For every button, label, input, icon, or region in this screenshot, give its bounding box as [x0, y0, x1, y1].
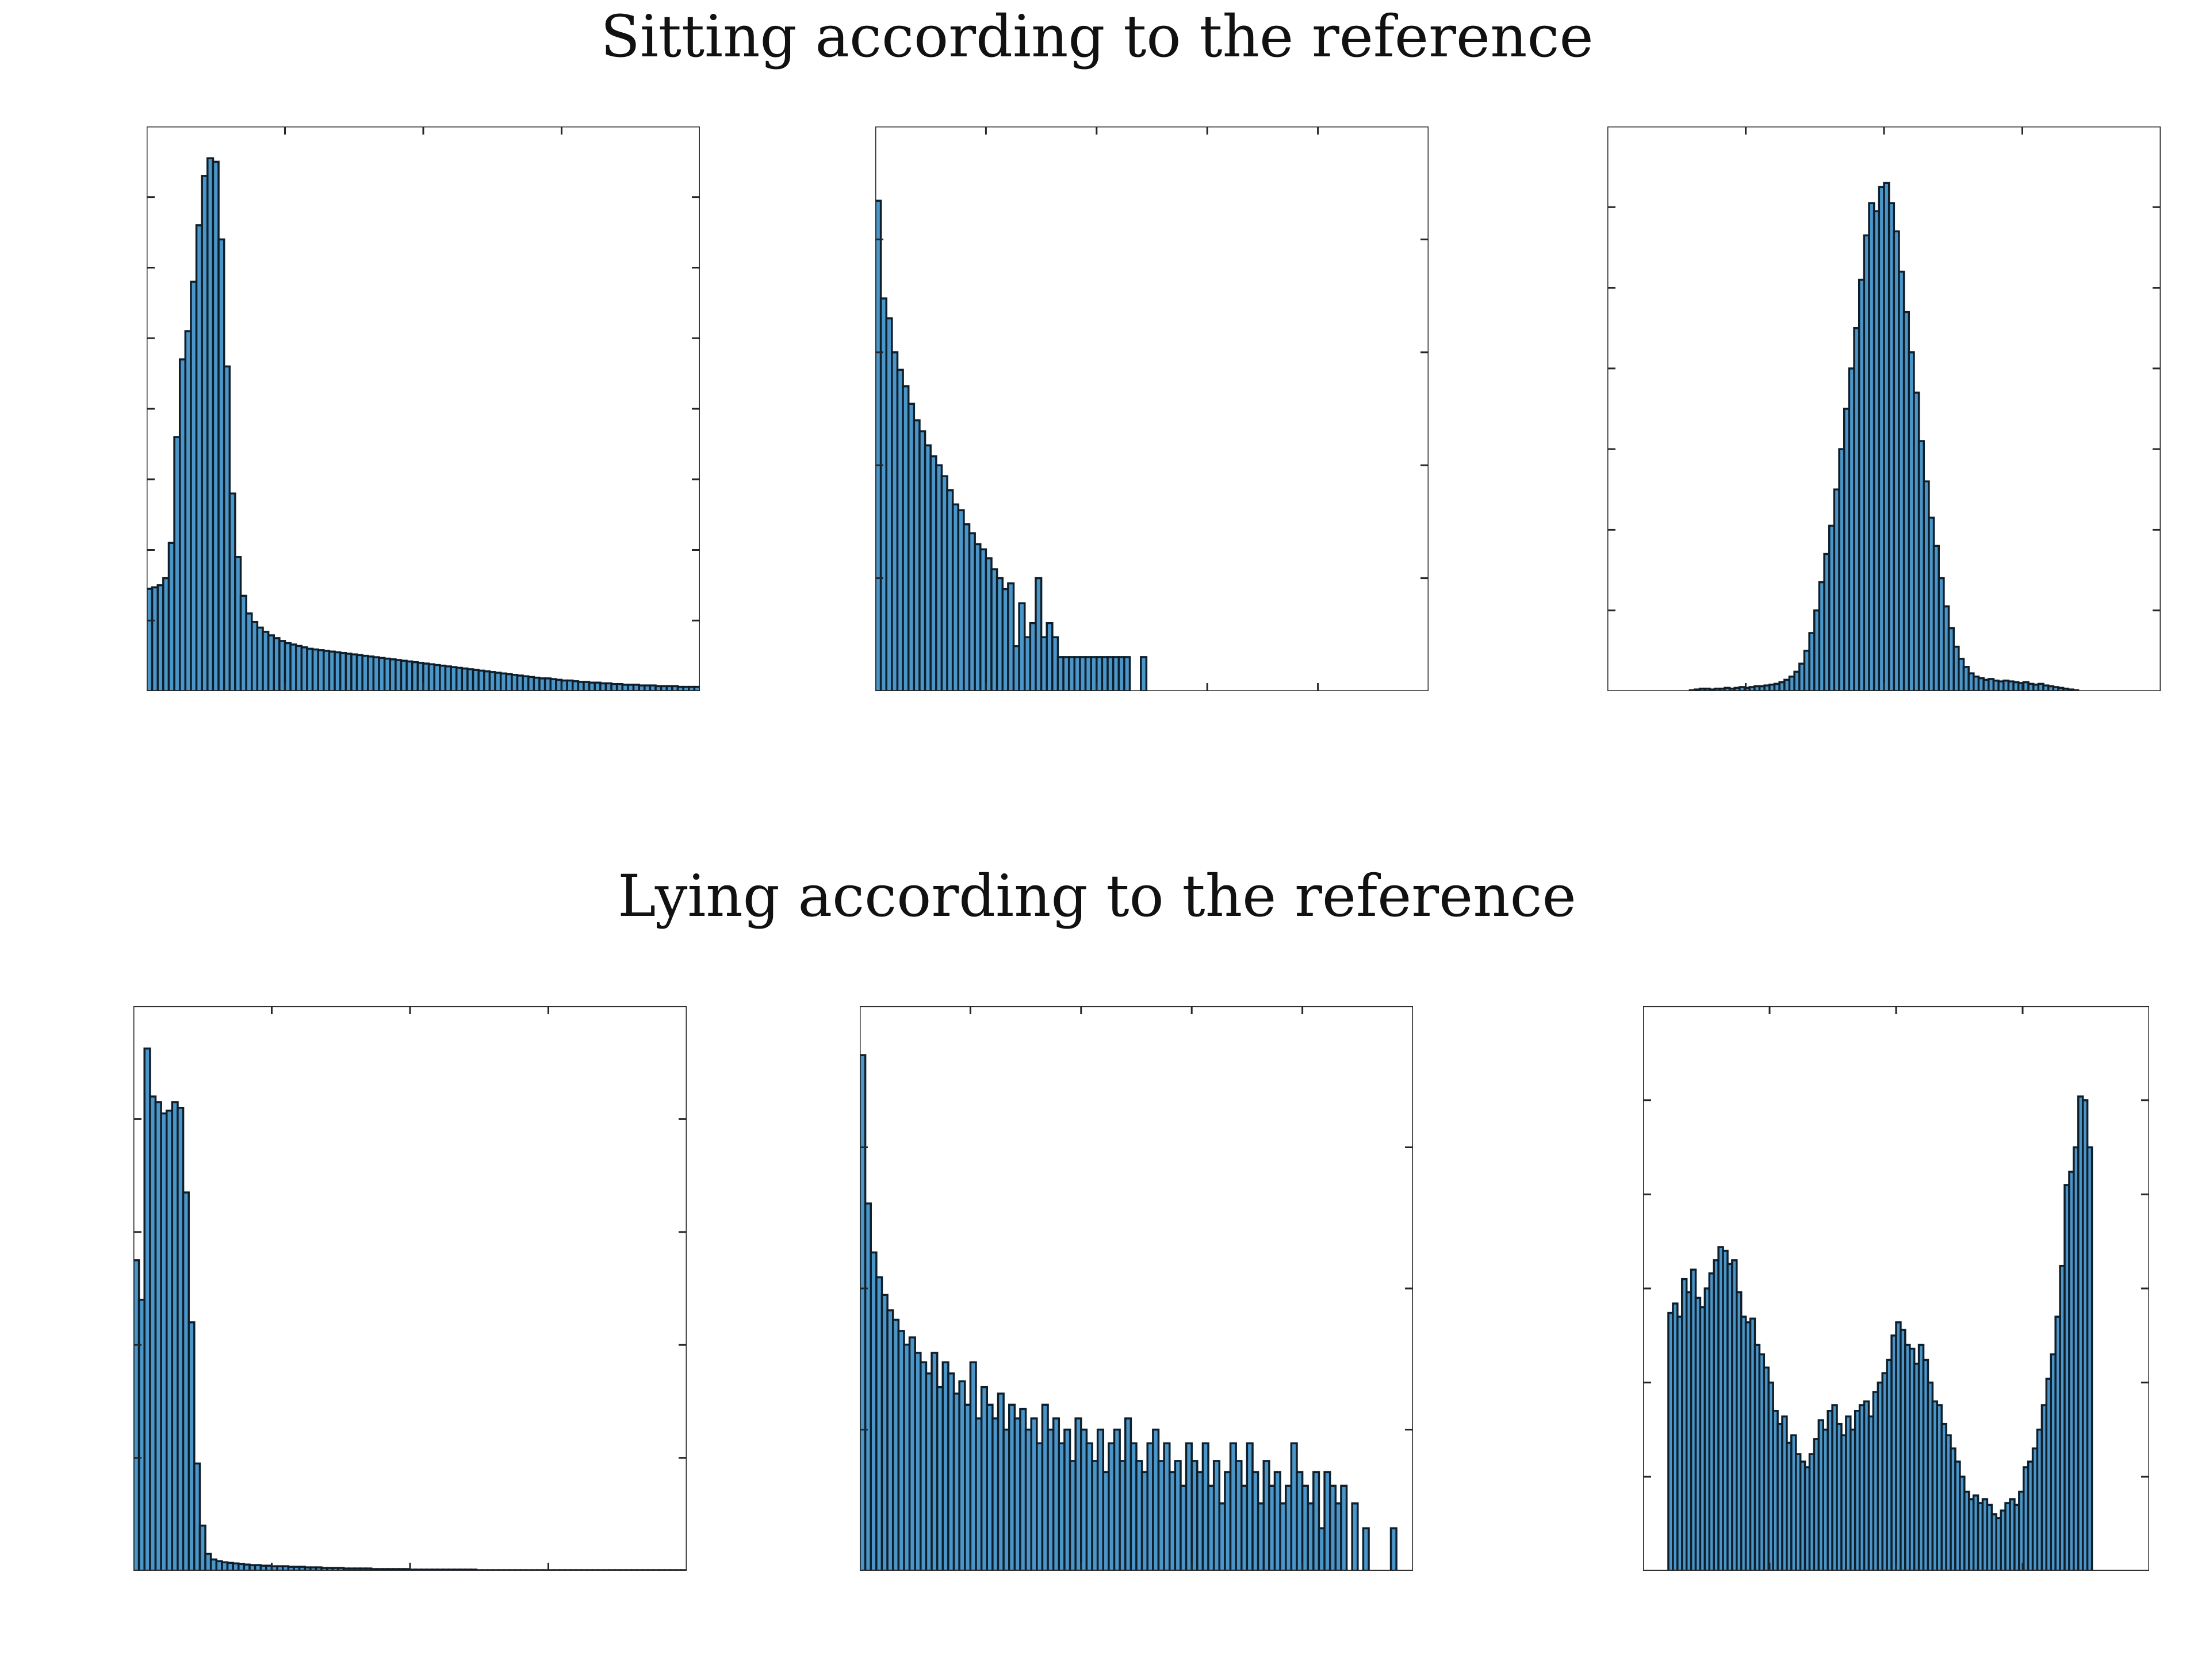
- bars: [875, 200, 1148, 691]
- histogram-bar: [1007, 582, 1015, 691]
- histogram-bar: [1140, 656, 1148, 691]
- axes-box: [133, 1006, 687, 1571]
- histogram-bar: [1351, 1502, 1359, 1571]
- histogram-bar: [1123, 656, 1131, 691]
- bars: [1667, 1095, 2093, 1571]
- histogram-bar: [1312, 1471, 1320, 1571]
- histogram-bar: [693, 685, 700, 691]
- bars: [133, 1047, 687, 1571]
- histogram-bar: [1362, 1527, 1370, 1571]
- bars: [860, 1054, 1397, 1571]
- sdvm-sitting-histogram: 00.010.020.030.0400.010.020.030.040.050.…: [147, 126, 700, 691]
- bout-length-sitting-histogram: 0246810100101102103104105Bout Length (h)…: [875, 126, 1429, 691]
- sitting-row-title: Sitting according to the reference: [600, 3, 1594, 70]
- histogram-bar: [2086, 1146, 2093, 1571]
- lying-row-title: Lying according to the reference: [618, 862, 1576, 930]
- bars: [147, 157, 700, 691]
- thigh-rotation-lying-histogram: -5005000.0050.010.0150.020.0250.03Thight…: [1643, 1006, 2149, 1571]
- bars: [1688, 182, 2080, 691]
- histogram-bar: [1340, 1485, 1348, 1571]
- thigh-rotation-sitting-histogram: -5005000.010.020.030.040.050.060.07Thigh…: [1607, 126, 2161, 691]
- bout-length-lying-histogram: 0246810100101102103104Bout Length (h) - …: [860, 1006, 1413, 1571]
- histogram-bar: [1389, 1527, 1397, 1571]
- histogram-bar: [198, 1524, 206, 1571]
- sdvm-lying-histogram: 00.010.020.030.0400.020.040.060.080.1SDV…: [133, 1006, 687, 1571]
